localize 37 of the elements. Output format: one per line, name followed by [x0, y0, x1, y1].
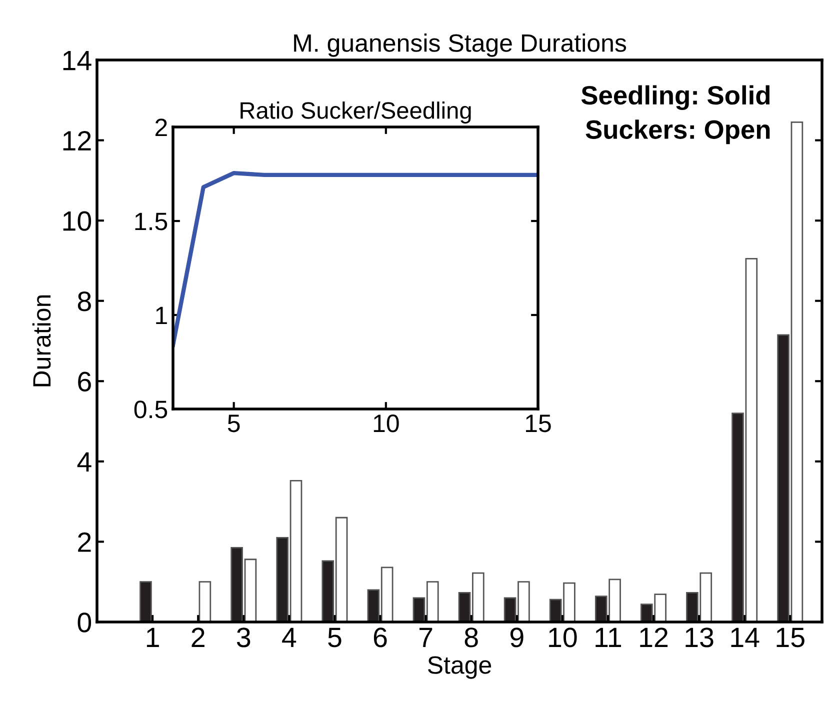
chart-title: M. guanensis Stage Durations: [294, 34, 626, 57]
bar: [198, 581, 212, 622]
y-tick-label: 8: [78, 292, 91, 312]
y-tick-label: 2: [155, 118, 167, 136]
x-tick-label: 15: [526, 414, 551, 432]
y-tick-label: 12: [63, 130, 91, 150]
x-tick-label: 6: [374, 628, 387, 648]
x-tick-label: 13: [686, 628, 714, 648]
y-tick-label: 1.5: [135, 212, 168, 230]
y-tick-label: 10: [63, 211, 92, 231]
x-tick-label: 2: [192, 628, 204, 647]
x-tick-label: 4: [282, 628, 296, 647]
y-tick-label: 1: [156, 306, 167, 324]
x-tick-label: 11: [596, 628, 622, 647]
x-tick-label: 14: [731, 628, 760, 647]
x-tick-label: 10: [549, 628, 577, 648]
annotation: Seedling: Solid Suckers: Open: [581, 85, 770, 144]
x-tick-label: 7: [420, 628, 432, 647]
y-tick-label: 14: [63, 50, 92, 70]
x-tick-label: 8: [464, 628, 478, 648]
x-tick-label: 10: [374, 414, 399, 432]
x-tick-label: 3: [236, 628, 250, 648]
x-tick-label: 5: [328, 628, 342, 648]
line-series: [173, 170, 538, 348]
x-tick-label: 12: [640, 628, 668, 647]
x-tick-label: 9: [510, 628, 524, 648]
bar: [140, 581, 152, 622]
x-tick-label: 15: [776, 628, 804, 648]
y-tick-label: 0: [78, 612, 92, 632]
y-tick-label: 2: [78, 532, 91, 552]
y-tick-label: 0.5: [134, 400, 168, 418]
y-axis-title: Duration: [32, 295, 51, 386]
chart-title: Ratio Sucker/Seedling: [240, 102, 471, 124]
y-tick-label: 4: [77, 452, 92, 472]
y-tick-label: 6: [78, 372, 91, 392]
x-tick-label: 5: [228, 414, 240, 432]
x-axis-title: Stage: [428, 656, 492, 679]
